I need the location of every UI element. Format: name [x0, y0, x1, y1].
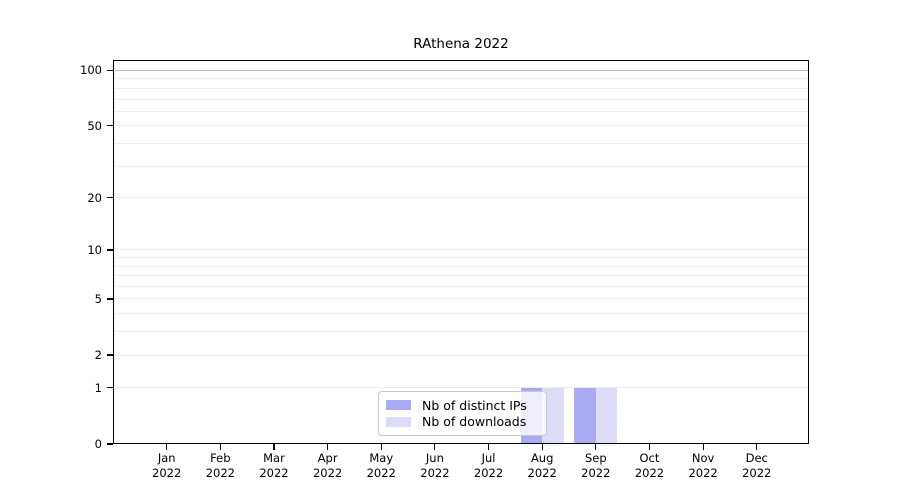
bar-sep-distinct-ips — [574, 387, 596, 444]
gridline — [113, 313, 809, 315]
gridline — [113, 249, 809, 251]
chart-title: RAthena 2022 — [413, 36, 509, 52]
x-tick-label-may: May 2022 — [366, 451, 396, 480]
y-tick-mark — [107, 298, 113, 300]
y-tick-mark — [107, 443, 113, 445]
x-tick-mark — [327, 444, 329, 450]
legend-label-downloads: Nb of downloads — [422, 414, 527, 430]
x-tick-mark — [648, 444, 651, 450]
x-tick-label-nov: Nov 2022 — [688, 451, 718, 480]
y-tick-mark — [107, 387, 113, 389]
gridline — [113, 265, 809, 267]
legend-item-downloads: Nb of downloads — [386, 414, 538, 429]
gridline — [113, 125, 809, 127]
x-tick-label-feb: Feb 2022 — [205, 451, 235, 480]
x-tick-label-oct: Oct 2022 — [634, 451, 665, 480]
gridline — [113, 257, 809, 259]
x-tick-label-jul: Jul 2022 — [473, 451, 504, 480]
y-tick-label: 100 — [80, 63, 102, 78]
x-tick-mark — [434, 444, 436, 450]
x-tick-mark — [487, 444, 490, 450]
y-tick-label: 20 — [87, 190, 102, 205]
x-tick-mark — [541, 444, 543, 450]
y-tick-mark — [107, 354, 113, 356]
y-tick-label: 0 — [94, 437, 102, 451]
x-tick-mark — [756, 444, 758, 450]
y-tick-mark — [107, 249, 113, 251]
y-tick-label: 2 — [94, 348, 102, 363]
x-tick-mark — [166, 444, 168, 450]
x-tick-label-jun: Jun 2022 — [420, 451, 450, 480]
legend-swatch-downloads — [386, 416, 411, 427]
x-tick-label-mar: Mar 2022 — [259, 451, 289, 480]
gridline — [113, 197, 809, 199]
gridline — [113, 78, 809, 80]
bar-aug-downloads — [542, 387, 564, 444]
gridline — [113, 354, 809, 356]
x-tick-label-sep: Sep 2022 — [581, 451, 611, 480]
gridline — [113, 110, 809, 112]
bar-sep-downloads — [595, 387, 618, 444]
y-tick-mark — [107, 69, 113, 72]
gridline — [113, 387, 809, 389]
y-tick-label: 5 — [94, 291, 102, 306]
y-tick-label: 50 — [87, 118, 102, 133]
plot-area — [113, 60, 809, 444]
gridline — [113, 69, 809, 71]
x-tick-mark — [219, 444, 221, 450]
x-tick-label-apr: Apr 2022 — [312, 451, 343, 480]
x-tick-label-aug: Aug 2022 — [527, 451, 557, 480]
legend-swatch-distinct-ips — [386, 400, 411, 411]
legend-item-distinct-ips: Nb of distinct IPs — [386, 398, 538, 413]
gridline — [113, 331, 809, 333]
gridline — [113, 98, 809, 100]
gridline — [113, 165, 809, 167]
x-tick-mark — [380, 444, 382, 450]
legend-label-distinct-ips: Nb of distinct IPs — [422, 397, 527, 413]
gridline — [113, 298, 809, 300]
x-tick-label-jan: Jan 2022 — [152, 451, 182, 480]
y-tick-mark — [107, 197, 113, 199]
gridline — [113, 286, 809, 288]
x-tick-mark — [595, 444, 597, 450]
y-tick-label: 1 — [94, 380, 102, 395]
x-tick-mark — [273, 444, 275, 450]
gridline — [113, 275, 809, 277]
gridline — [113, 87, 809, 89]
gridline — [113, 142, 809, 144]
y-tick-mark — [107, 125, 113, 127]
x-tick-mark — [702, 444, 704, 450]
legend: Nb of distinct IPs Nb of downloads — [378, 391, 547, 436]
x-tick-label-dec: Dec 2022 — [742, 451, 772, 480]
y-tick-label: 10 — [87, 242, 102, 257]
